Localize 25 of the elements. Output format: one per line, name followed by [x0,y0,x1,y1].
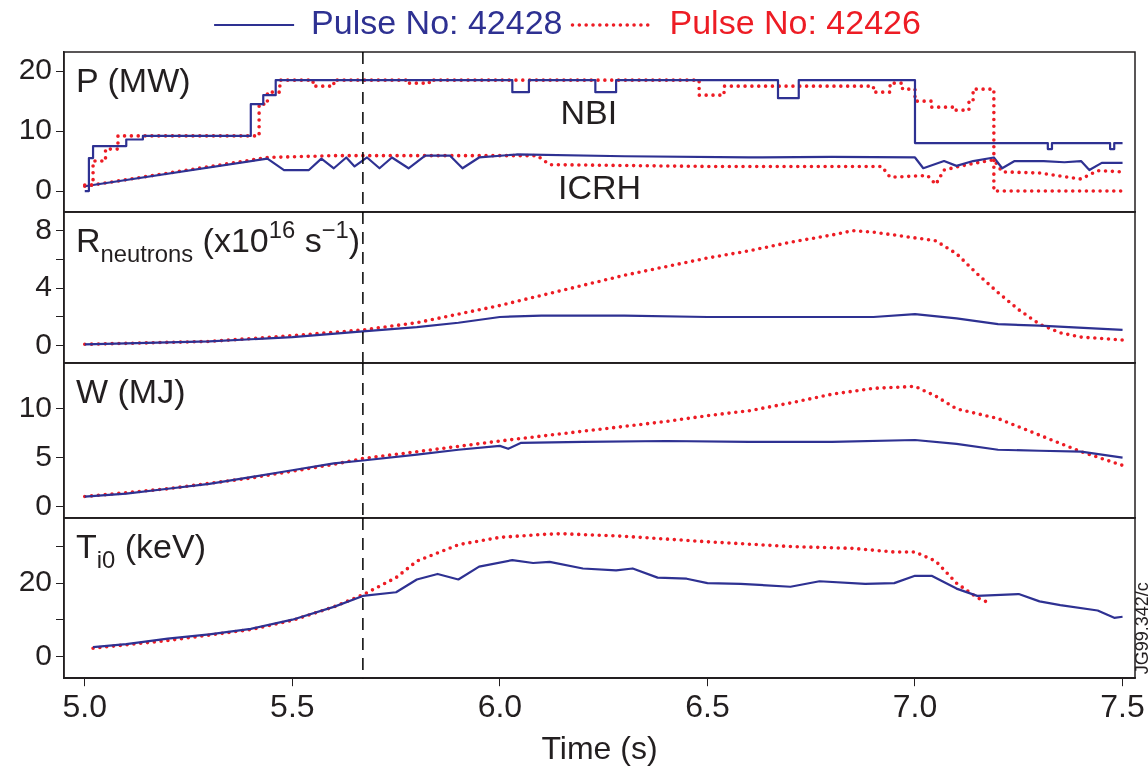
legend-label: Pulse No: 42428 [311,3,563,42]
x-tick-label: 5.0 [62,688,107,725]
x-tick-label: 7.5 [1100,688,1145,725]
y-tick-label: 0 [35,172,52,206]
x-tick-label: 6.5 [685,688,730,725]
x-tick-label: 7.0 [892,688,938,725]
y-tick-label: 10 [18,390,52,424]
y-tick-label: 10 [18,112,52,146]
y-tick-label: 20 [18,52,52,86]
annotation: NBI [560,92,618,131]
x-tick-label: 6.0 [477,688,523,725]
legend-label: Pulse No: 42426 [669,3,921,42]
annotation: JG99.342/c [1131,582,1148,675]
y-tick-label: 0 [35,327,52,361]
y-axis-title: W (MJ) [76,372,186,410]
x-axis-title: Time (s) [541,729,658,766]
y-tick-label: 20 [18,564,52,598]
y-tick-label: 4 [35,269,52,303]
y-axis-title: P (MW) [76,61,191,99]
y-tick-label: 8 [35,211,52,245]
y-tick-label: 0 [35,487,52,521]
y-tick-label: 0 [35,637,52,671]
x-tick-label: 5.5 [270,688,315,725]
annotation: ICRH [557,167,642,206]
y-tick-label: 5 [35,438,52,472]
